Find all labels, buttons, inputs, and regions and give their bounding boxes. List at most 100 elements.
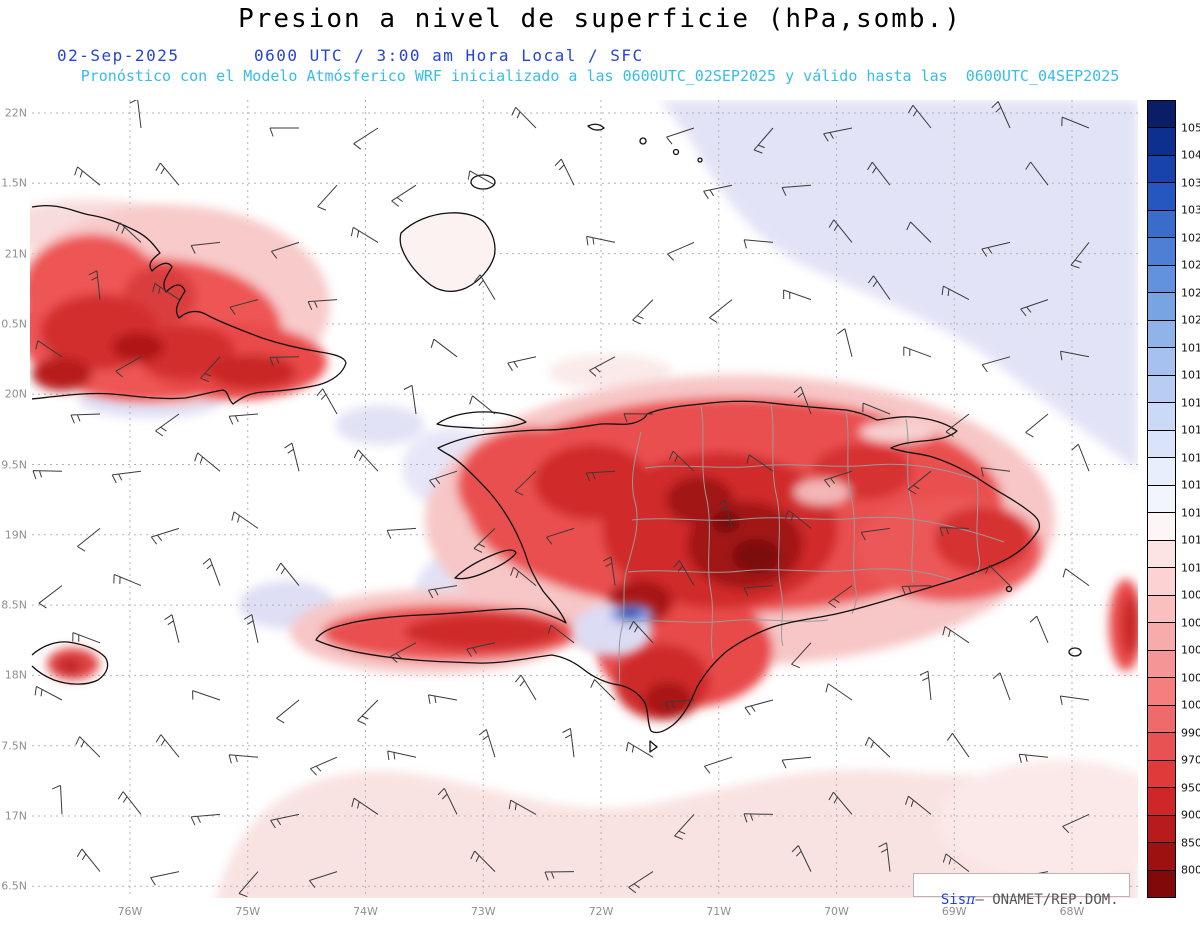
wind-barb: [228, 413, 259, 425]
wind-barb: [985, 564, 1011, 586]
colorbar-segment: [1148, 374, 1175, 403]
colorbar-segment: [1148, 127, 1175, 155]
colorbar-segment: [1148, 759, 1175, 788]
wind-barb: [155, 734, 180, 758]
wind-barb: [554, 158, 575, 186]
wind-barb: [1060, 350, 1090, 361]
page-title: Presion a nivel de superficie (hPa,somb.…: [238, 4, 962, 34]
colorbar-tick-label: 970: [1181, 753, 1200, 767]
wind-barbs-layer: [32, 100, 1090, 898]
province-line: [631, 516, 1005, 543]
wind-barb: [825, 683, 853, 701]
shade-blob: [112, 332, 164, 362]
colorbar-tick-label: 1015: [1181, 451, 1200, 465]
wind-barb: [427, 585, 458, 599]
wind-barb: [1062, 813, 1090, 834]
wind-barb: [75, 736, 101, 758]
lat-tick-label: 0.5N: [1, 317, 27, 331]
wind-barb: [867, 275, 891, 300]
forecast-date: 02-Sep-2025: [57, 46, 180, 65]
coastline-cuba: [31, 205, 347, 405]
coastline-turks-cay: [639, 137, 647, 145]
wind-barb: [781, 184, 812, 196]
colorbar-segment: [1148, 402, 1175, 430]
coastline-turks-cay: [697, 157, 703, 163]
wind-barb: [32, 470, 63, 480]
wind-barb: [632, 299, 654, 325]
shade-blob: [934, 507, 1030, 573]
wind-barb: [907, 104, 932, 129]
colorbar-segment: [1148, 347, 1175, 375]
wind-barb: [307, 299, 338, 311]
coastline-turks-cay: [672, 148, 680, 156]
province-line: [627, 568, 953, 581]
wind-barb: [309, 871, 338, 888]
wind-barb: [129, 100, 142, 129]
shade-blob: [135, 324, 235, 380]
coastline-jamaica-tip: [31, 641, 109, 685]
colorbar-tick-label: 1028: [1181, 231, 1200, 245]
wind-barb: [1059, 695, 1090, 705]
shade-blob: [208, 355, 296, 389]
colorbar-segment: [1148, 567, 1175, 595]
wind-barb: [38, 585, 63, 609]
shade-blob: [666, 476, 734, 524]
pressure-shading-low-layer: [30, 205, 1138, 720]
wind-barb: [585, 470, 616, 482]
forecast-model-info: Pronóstico con el Modelo Atmósferico WRF…: [80, 67, 1120, 85]
shade-blob: [32, 357, 92, 391]
colorbar-segment: [1148, 101, 1175, 128]
colorbar-tick-label: 1022: [1181, 286, 1200, 300]
coastline-saona-island: [1068, 647, 1082, 657]
wind-barb: [991, 101, 1011, 129]
wind-barb: [1061, 116, 1090, 129]
wind-barb: [753, 127, 774, 154]
wind-barb: [828, 585, 853, 609]
lat-tick-label: 1.5N: [1, 176, 27, 190]
wind-barb: [276, 699, 300, 724]
wind-barb: [743, 585, 774, 597]
wind-barb: [353, 449, 379, 472]
wind-barb: [919, 670, 932, 701]
wind-barb: [945, 413, 970, 437]
colorbar-segment: [1148, 732, 1175, 760]
wind-barb: [88, 270, 101, 300]
colorbar-segment: [1148, 457, 1175, 485]
wind-barb: [589, 356, 616, 377]
province-line: [644, 463, 978, 481]
colorbar-tick-label: 1020: [1181, 313, 1200, 327]
shade-blob: [1122, 595, 1138, 655]
wind-barb: [878, 842, 891, 872]
wind-barb: [77, 528, 101, 552]
wind-barb: [743, 813, 774, 823]
colorbar-segment: [1148, 319, 1175, 348]
lat-tick-label: 9.5N: [1, 458, 27, 471]
wind-barb: [34, 685, 63, 701]
colorbar-segment: [1148, 677, 1175, 705]
wind-barb: [828, 219, 853, 243]
lat-axis: 22N 1.5N 21N 0.5N 20N 9.5N 19N 8.5N 18N 7.5N 17N 6.…: [0, 0, 29, 927]
colorbar-segment: [1148, 237, 1175, 265]
shade-blob: [860, 421, 936, 443]
colorbar-tick-label: 1040: [1181, 148, 1200, 162]
colorbar-labels: 1050 1040 1035 1030 1028 1025 1022 1020 1019 1018…: [1181, 100, 1200, 898]
wind-barb: [387, 750, 417, 760]
credit-separator: –: [975, 892, 993, 908]
colorbar-tick-label: 1050: [1181, 121, 1200, 135]
lon-tick-label: 75W: [235, 905, 261, 918]
colorbar-tick-label: 1014: [1181, 478, 1200, 492]
lat-tick-label: 18N: [4, 668, 27, 682]
wind-barb: [625, 741, 654, 758]
wind-barb: [437, 787, 458, 815]
colorbar-segment: [1148, 209, 1175, 238]
wind-barb: [673, 560, 695, 586]
forecast-time: 0600 UTC / 3:00 am Hora Local / SFC: [254, 46, 644, 65]
province-line: [845, 410, 857, 615]
colorbar-segment: [1148, 594, 1175, 623]
wind-barb: [744, 699, 774, 716]
wind-barb: [429, 470, 458, 488]
wind-barb: [72, 632, 101, 644]
wind-barb: [470, 850, 496, 872]
wind-barb: [791, 642, 812, 669]
